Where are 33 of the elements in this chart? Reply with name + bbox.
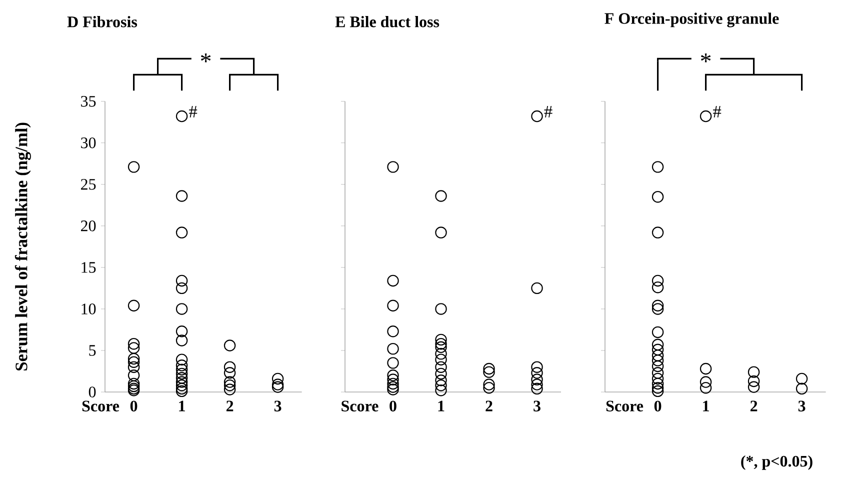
annotation: # <box>189 106 198 118</box>
chart-title: E Bile duct loss <box>335 16 440 28</box>
y-tick-label: 15 <box>82 262 96 273</box>
y-tick-label: 35 <box>81 96 96 107</box>
x-tick-label: 3 <box>798 400 806 412</box>
text: * <box>200 53 211 62</box>
x-axis-title: Score <box>82 400 120 412</box>
y-tick-label: 5 <box>89 345 96 356</box>
x-tick-label: 0 <box>654 400 662 412</box>
x-axis-title: Score <box>606 400 644 412</box>
y-tick-label: 25 <box>81 178 96 190</box>
x-tick-label: 0 <box>390 400 396 412</box>
x-tick-label: 1 <box>703 400 709 412</box>
x-tick-label: 2 <box>750 400 758 412</box>
x-tick-label: 3 <box>534 400 540 412</box>
chart-title: D Fibrosis <box>67 16 138 28</box>
x-tick-label: 2 <box>486 400 492 412</box>
x-axis-title: Score <box>342 400 378 412</box>
y-tick-label: 10 <box>82 304 96 314</box>
chart-title: F Orcein-positive granule <box>604 12 779 28</box>
x-tick-label: 3 <box>274 400 282 412</box>
annotation: # <box>544 106 552 118</box>
x-tick-label: 1 <box>438 400 444 412</box>
x-tick-label: 0 <box>130 400 138 412</box>
y-tick-label: 20 <box>81 220 96 232</box>
text: * <box>700 53 711 62</box>
y-tick-label: 30 <box>81 137 96 148</box>
y-axis-title: Serum level of fractalkine (ng/ml) <box>14 122 31 370</box>
x-tick-label: 2 <box>226 400 234 412</box>
y-tick-label: 0 <box>88 386 96 398</box>
text: (*, p<0.05) <box>741 455 812 470</box>
x-tick-label: 1 <box>179 400 185 412</box>
annotation: # <box>713 106 722 118</box>
